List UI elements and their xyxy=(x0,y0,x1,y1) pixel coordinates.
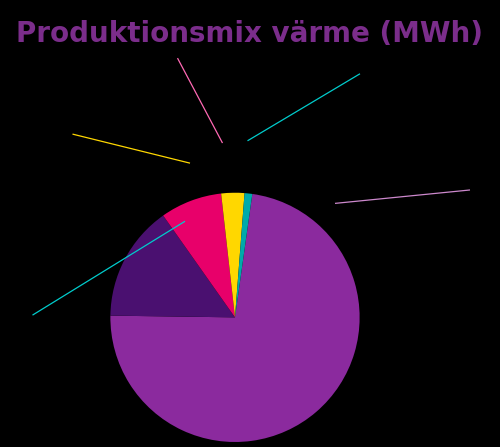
Wedge shape xyxy=(110,194,360,442)
Wedge shape xyxy=(235,193,252,317)
Text: Produktionsmix värme (MWh): Produktionsmix värme (MWh) xyxy=(16,20,483,48)
Wedge shape xyxy=(110,215,235,317)
Wedge shape xyxy=(163,194,235,317)
Wedge shape xyxy=(221,193,244,317)
